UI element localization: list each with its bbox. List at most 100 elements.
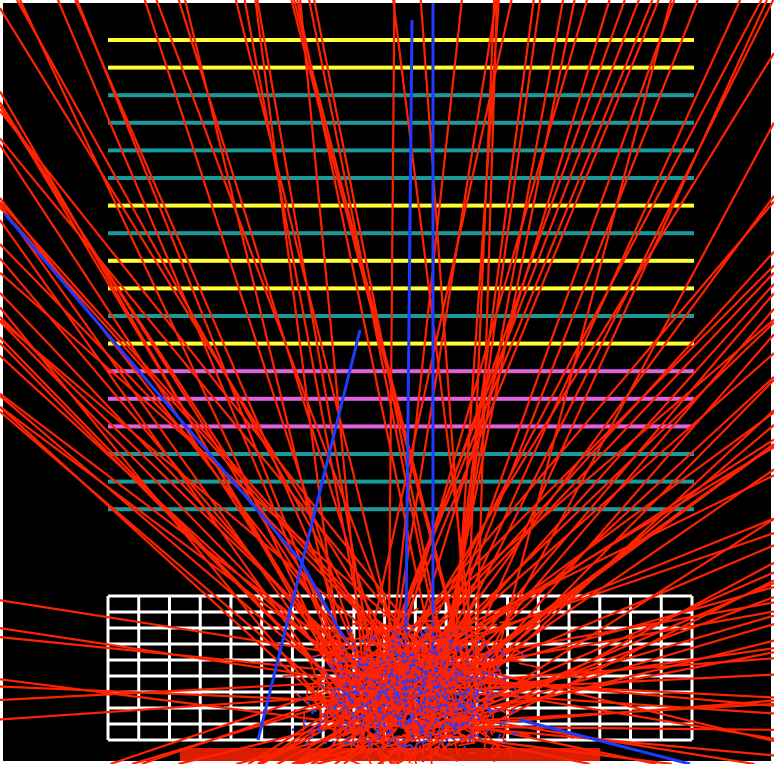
energy-hit <box>401 698 405 702</box>
energy-hit <box>417 687 421 690</box>
shower-segment <box>362 697 371 708</box>
energy-hit <box>406 720 410 723</box>
energy-hit <box>424 739 427 743</box>
energy-hit <box>429 670 432 673</box>
energy-hit <box>385 688 389 691</box>
energy-hit <box>436 668 439 671</box>
shower-segment <box>282 673 308 678</box>
energy-hit <box>381 717 384 721</box>
energy-hit <box>360 702 364 705</box>
energy-hit <box>486 699 489 703</box>
energy-hit <box>425 673 428 676</box>
energy-hit <box>395 735 398 738</box>
energy-hit <box>419 648 423 651</box>
energy-hit <box>488 695 492 699</box>
energy-hit <box>373 713 376 717</box>
energy-hit <box>451 706 454 709</box>
energy-hit <box>366 638 370 641</box>
energy-hit <box>310 736 314 739</box>
energy-hit <box>454 678 458 682</box>
energy-hit <box>462 712 465 715</box>
energy-hit <box>363 721 366 724</box>
charged-track <box>0 336 351 699</box>
charged-track <box>308 0 449 686</box>
shower-segment <box>437 625 448 646</box>
shower-segment <box>472 623 498 634</box>
energy-hit <box>423 730 426 733</box>
shower-segment <box>422 685 442 703</box>
shower-segment <box>353 701 368 707</box>
energy-hit <box>408 744 411 747</box>
energy-hit <box>423 663 427 667</box>
energy-hit <box>412 658 416 662</box>
energy-hit <box>396 691 400 694</box>
shower-segment <box>483 712 494 736</box>
energy-hit <box>388 739 392 743</box>
shower-segment <box>307 695 323 709</box>
energy-hit <box>434 710 438 714</box>
energy-hit <box>398 697 401 700</box>
energy-hit <box>441 665 445 668</box>
energy-hit <box>449 678 452 682</box>
energy-hit <box>373 679 377 683</box>
energy-hit <box>340 710 344 714</box>
energy-hit <box>365 693 369 696</box>
energy-hit <box>420 732 424 735</box>
energy-hit <box>421 742 424 745</box>
charged-track <box>0 306 348 733</box>
energy-hit <box>391 630 395 633</box>
energy-hit <box>400 687 404 691</box>
energy-hit <box>369 723 373 726</box>
shower-segment <box>313 684 322 698</box>
energy-hit <box>329 689 333 692</box>
energy-hit <box>362 669 365 672</box>
energy-hit <box>398 722 402 726</box>
energy-hit <box>404 679 408 682</box>
shower-segment <box>473 677 489 686</box>
energy-hit <box>450 698 454 702</box>
charged-track <box>0 394 358 701</box>
shower-segment <box>322 693 331 712</box>
shower-segment <box>420 712 429 718</box>
charged-track <box>0 110 471 702</box>
shower-segment <box>318 666 325 684</box>
energy-hit <box>398 702 402 706</box>
energy-hit <box>409 667 412 670</box>
energy-hit <box>342 685 346 688</box>
shower-segment <box>421 638 443 643</box>
energy-hit <box>449 632 453 635</box>
energy-hit <box>395 658 399 661</box>
energy-hit <box>465 692 469 696</box>
energy-hit <box>490 673 494 676</box>
shower-segment <box>482 731 501 750</box>
energy-hit <box>439 648 443 652</box>
energy-hit <box>470 735 474 739</box>
energy-hit <box>397 641 400 644</box>
shower-segment <box>382 697 387 703</box>
shower-segment <box>479 619 486 624</box>
neutral-track <box>403 19 414 721</box>
shower-segment <box>329 703 342 720</box>
energy-hit <box>346 630 349 633</box>
energy-hit <box>454 697 458 700</box>
shower-segment <box>457 627 473 640</box>
energy-hit <box>417 722 420 725</box>
shower-segment <box>381 610 402 618</box>
energy-hit <box>423 690 427 694</box>
energy-hit <box>433 721 437 724</box>
energy-hit <box>353 741 356 745</box>
energy-hit <box>476 714 479 718</box>
energy-hit <box>326 674 329 678</box>
shower-segment <box>313 634 320 650</box>
energy-hit <box>453 710 456 714</box>
shower-segment <box>400 679 404 694</box>
energy-hit <box>382 661 385 665</box>
energy-hit <box>414 673 418 676</box>
shower-segment <box>389 729 398 737</box>
energy-hit <box>438 741 442 745</box>
energy-hit <box>450 643 453 646</box>
energy-hit <box>418 730 422 734</box>
energy-hit <box>370 678 374 682</box>
energy-hit <box>337 661 341 665</box>
tracker-plane <box>108 203 694 208</box>
